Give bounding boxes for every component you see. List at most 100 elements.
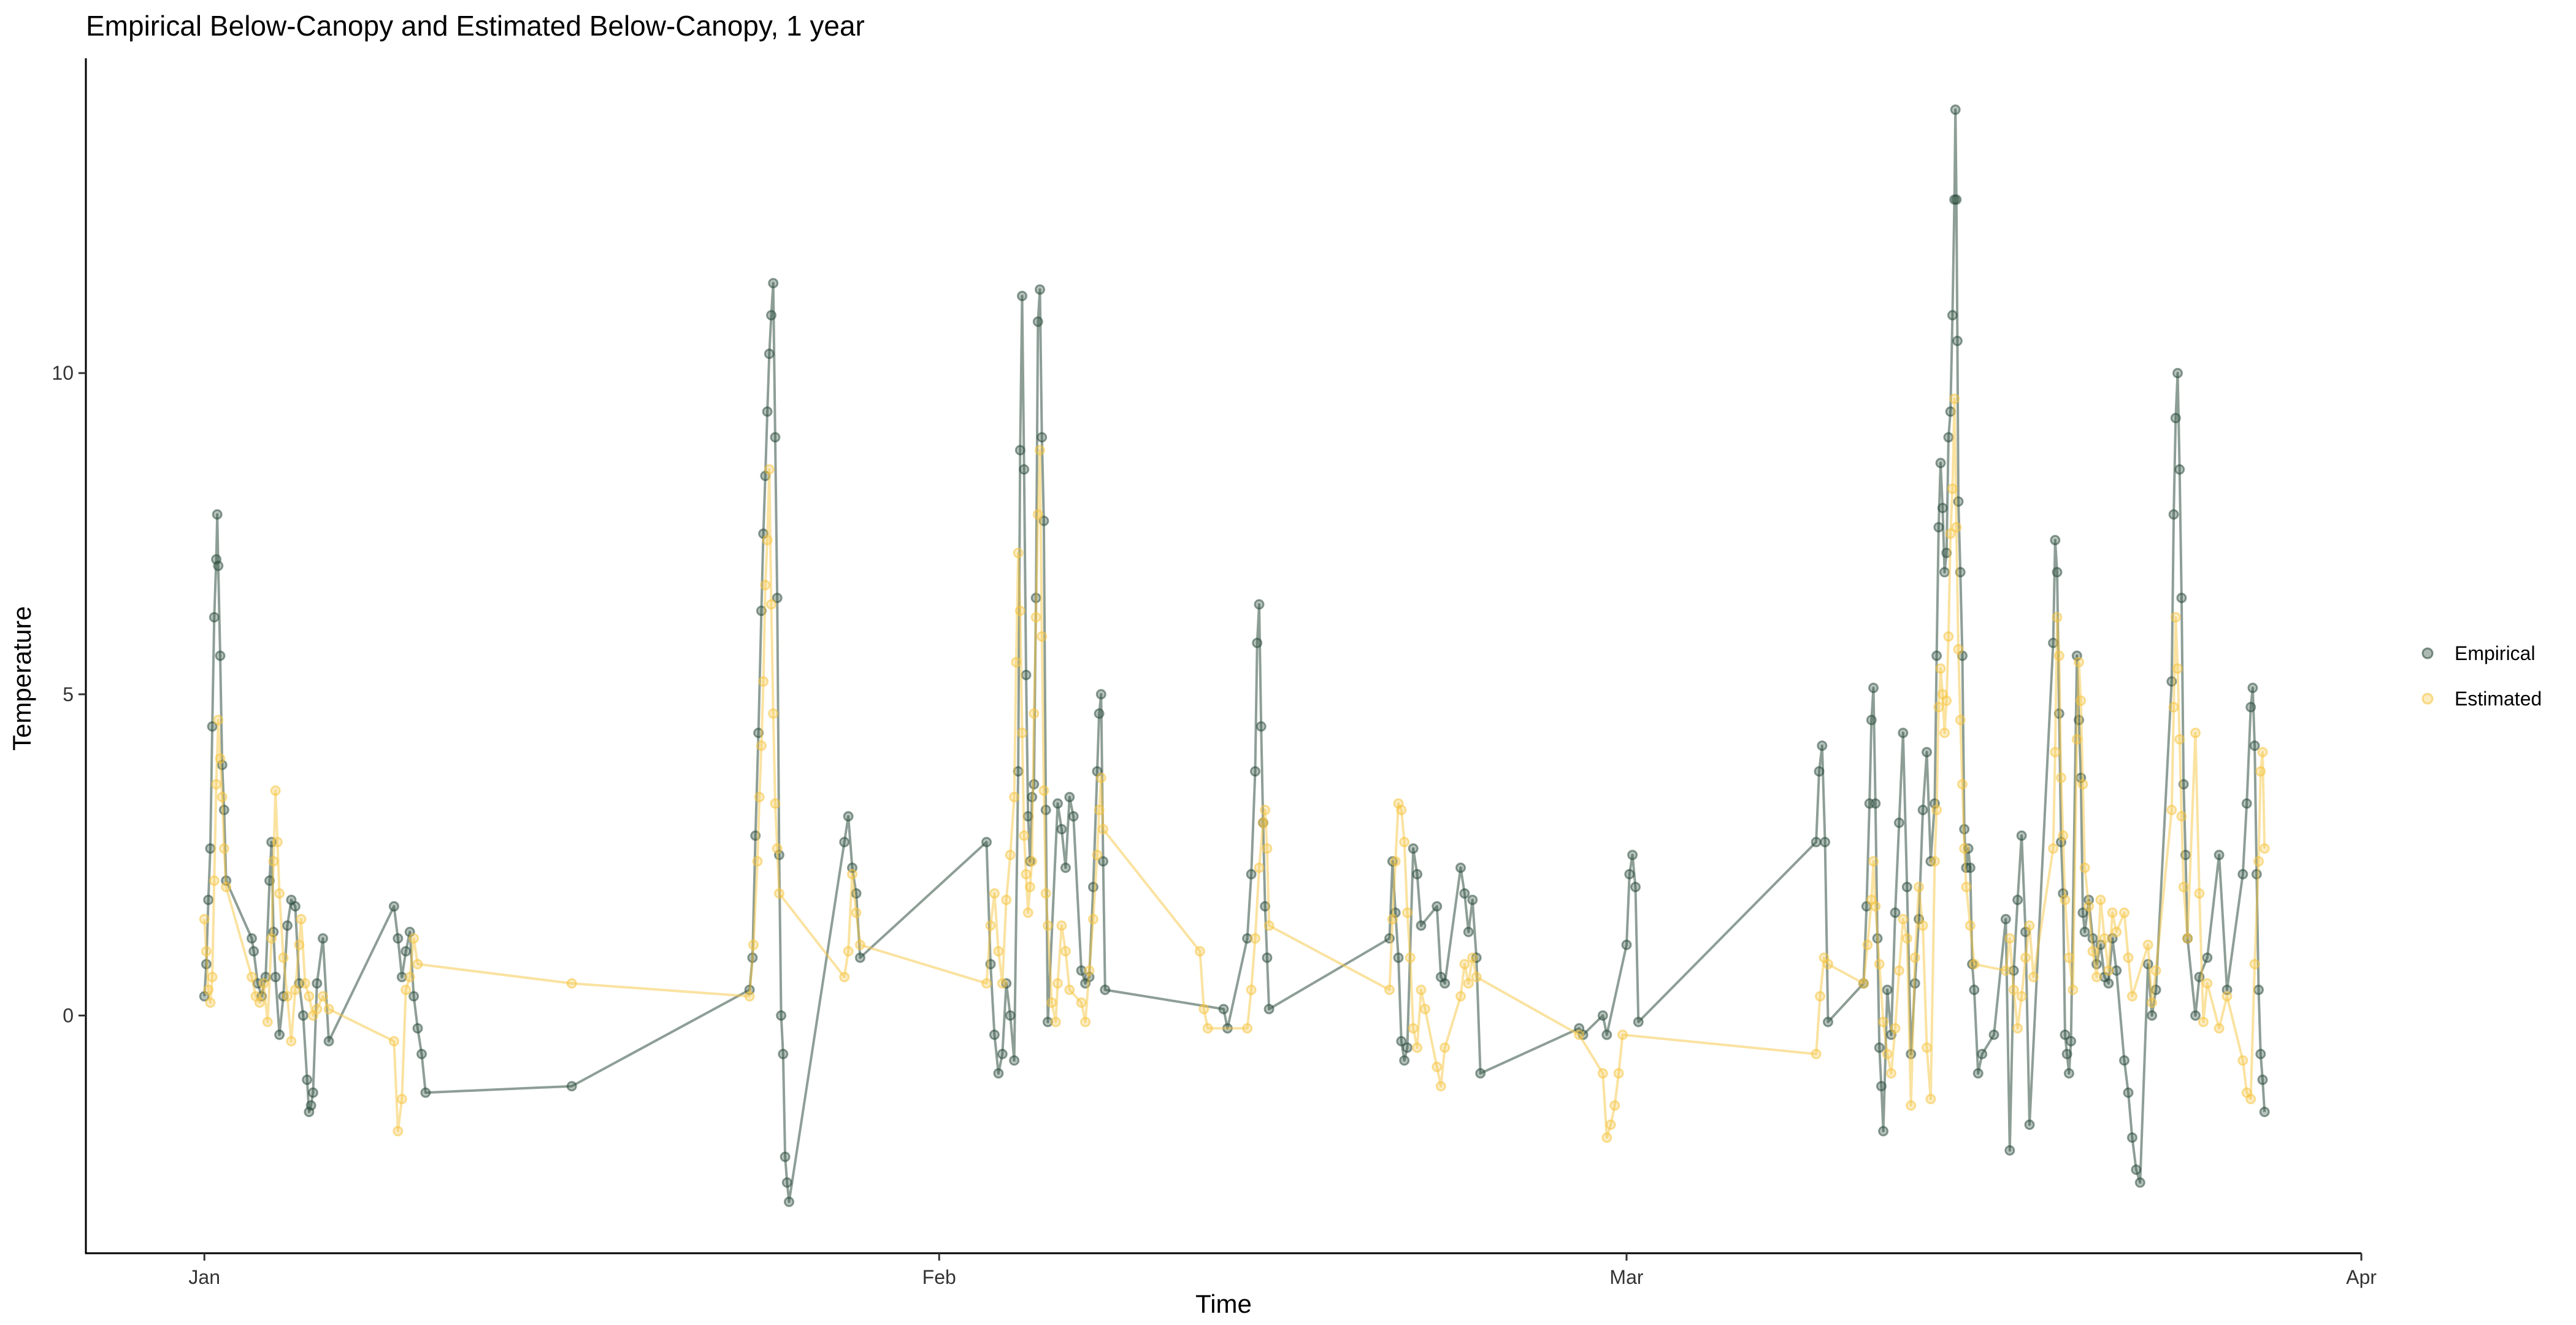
data-point-estimated (2076, 695, 2087, 706)
data-point-empirical (1621, 939, 1632, 950)
data-point-empirical (1393, 952, 1404, 963)
data-point-empirical (307, 1087, 318, 1098)
data-point-empirical (270, 972, 281, 983)
x-tick-label: Feb (922, 1266, 956, 1288)
data-point-empirical (981, 837, 992, 848)
data-point-estimated (1009, 791, 1020, 802)
data-point-estimated (2123, 952, 2134, 963)
data-point-estimated (1455, 991, 1466, 1002)
data-point-estimated (851, 907, 862, 918)
data-point-estimated (1882, 1048, 1893, 1059)
data-point-estimated (1250, 933, 1260, 944)
series-estimated (199, 393, 2270, 1143)
data-point-empirical (318, 933, 328, 944)
data-point-estimated (997, 978, 1008, 989)
data-point-empirical (1597, 1010, 1608, 1021)
data-point-empirical (2079, 926, 2090, 937)
data-point-estimated (2119, 907, 2129, 918)
data-point-estimated (247, 972, 257, 983)
data-point-estimated (1092, 850, 1103, 861)
data-point-estimated (1969, 959, 1980, 970)
data-point-estimated (1198, 1004, 1209, 1015)
data-point-empirical (2253, 985, 2264, 996)
data-point-estimated (2074, 657, 2084, 667)
data-point-estimated (1042, 920, 1053, 931)
data-point-empirical (770, 432, 781, 443)
data-point-estimated (762, 535, 773, 545)
data-point-empirical (274, 1029, 285, 1040)
data-point-empirical (2172, 367, 2183, 378)
data-point-estimated (854, 939, 865, 950)
data-point-empirical (2241, 798, 2252, 809)
data-point-empirical (1917, 804, 1928, 815)
data-point-empirical (2170, 413, 2181, 423)
data-point-estimated (760, 580, 771, 591)
data-point-estimated (1087, 913, 1098, 924)
data-point-empirical (1019, 464, 1030, 475)
data-point-empirical (778, 1048, 789, 1059)
data-point-empirical (1870, 798, 1881, 809)
data-point-estimated (2150, 965, 2161, 976)
data-point-estimated (412, 959, 423, 970)
data-point-empirical (2255, 1048, 2266, 1059)
data-point-empirical (2147, 1010, 2158, 1021)
data-point-estimated (2255, 766, 2266, 777)
data-point-empirical (1467, 894, 1478, 905)
data-point-empirical (2249, 740, 2260, 751)
data-point-estimated (2202, 978, 2213, 989)
data-point-estimated (2126, 991, 2137, 1002)
data-point-estimated (1435, 1081, 1446, 1092)
data-point-estimated (1076, 997, 1087, 1008)
data-point-estimated (748, 939, 759, 950)
data-point-estimated (2190, 728, 2201, 739)
data-point-empirical (1878, 1126, 1889, 1137)
data-point-estimated (2079, 862, 2090, 874)
data-point-estimated (1886, 1068, 1896, 1079)
data-point-estimated (766, 599, 776, 610)
data-point-estimated (1017, 728, 1027, 739)
data-point-estimated (2194, 888, 2205, 899)
data-point-estimated (843, 946, 854, 957)
data-point-estimated (1909, 952, 1920, 963)
data-point-estimated (1257, 817, 1268, 828)
data-point-empirical (205, 843, 216, 854)
data-point-estimated (1935, 663, 1946, 674)
data-point-empirical (1977, 1048, 1988, 1059)
data-point-empirical (2103, 978, 2114, 989)
data-point-estimated (1870, 901, 1881, 912)
data-point-estimated (203, 985, 214, 996)
data-point-estimated (989, 888, 1000, 899)
plot-area (199, 104, 2270, 1207)
data-point-estimated (318, 991, 328, 1002)
data-point-estimated (1387, 913, 1398, 924)
data-point-estimated (258, 978, 269, 989)
data-point-empirical (1094, 708, 1105, 719)
data-point-empirical (1817, 740, 1828, 751)
data-point-estimated (1862, 939, 1873, 950)
data-point-empirical (209, 612, 220, 623)
data-point-empirical (1021, 669, 1032, 680)
data-point-estimated (2087, 946, 2098, 957)
data-point-empirical (2077, 907, 2088, 918)
data-point-empirical (408, 991, 420, 1002)
data-point-estimated (1412, 1042, 1423, 1053)
data-point-estimated (215, 753, 226, 764)
data-point-empirical (1254, 599, 1265, 610)
data-point-estimated (1613, 1068, 1624, 1079)
data-point-estimated (1001, 894, 1012, 905)
data-point-estimated (217, 791, 228, 802)
data-point-estimated (1027, 856, 1038, 867)
data-point-empirical (393, 933, 404, 944)
data-point-empirical (989, 1029, 1000, 1040)
data-point-empirical (1022, 811, 1033, 822)
data-point-empirical (1056, 824, 1067, 835)
data-point-empirical (2061, 1048, 2072, 1059)
data-point-empirical (2257, 1074, 2268, 1085)
data-point-estimated (1959, 843, 1970, 854)
data-point-empirical (2012, 894, 2023, 905)
data-point-empirical (1095, 689, 1106, 700)
data-point-empirical (1459, 888, 1470, 899)
y-axis-ticks: 0 5 10 (52, 362, 86, 1026)
data-point-estimated (201, 946, 212, 957)
data-point-estimated (2020, 952, 2031, 963)
